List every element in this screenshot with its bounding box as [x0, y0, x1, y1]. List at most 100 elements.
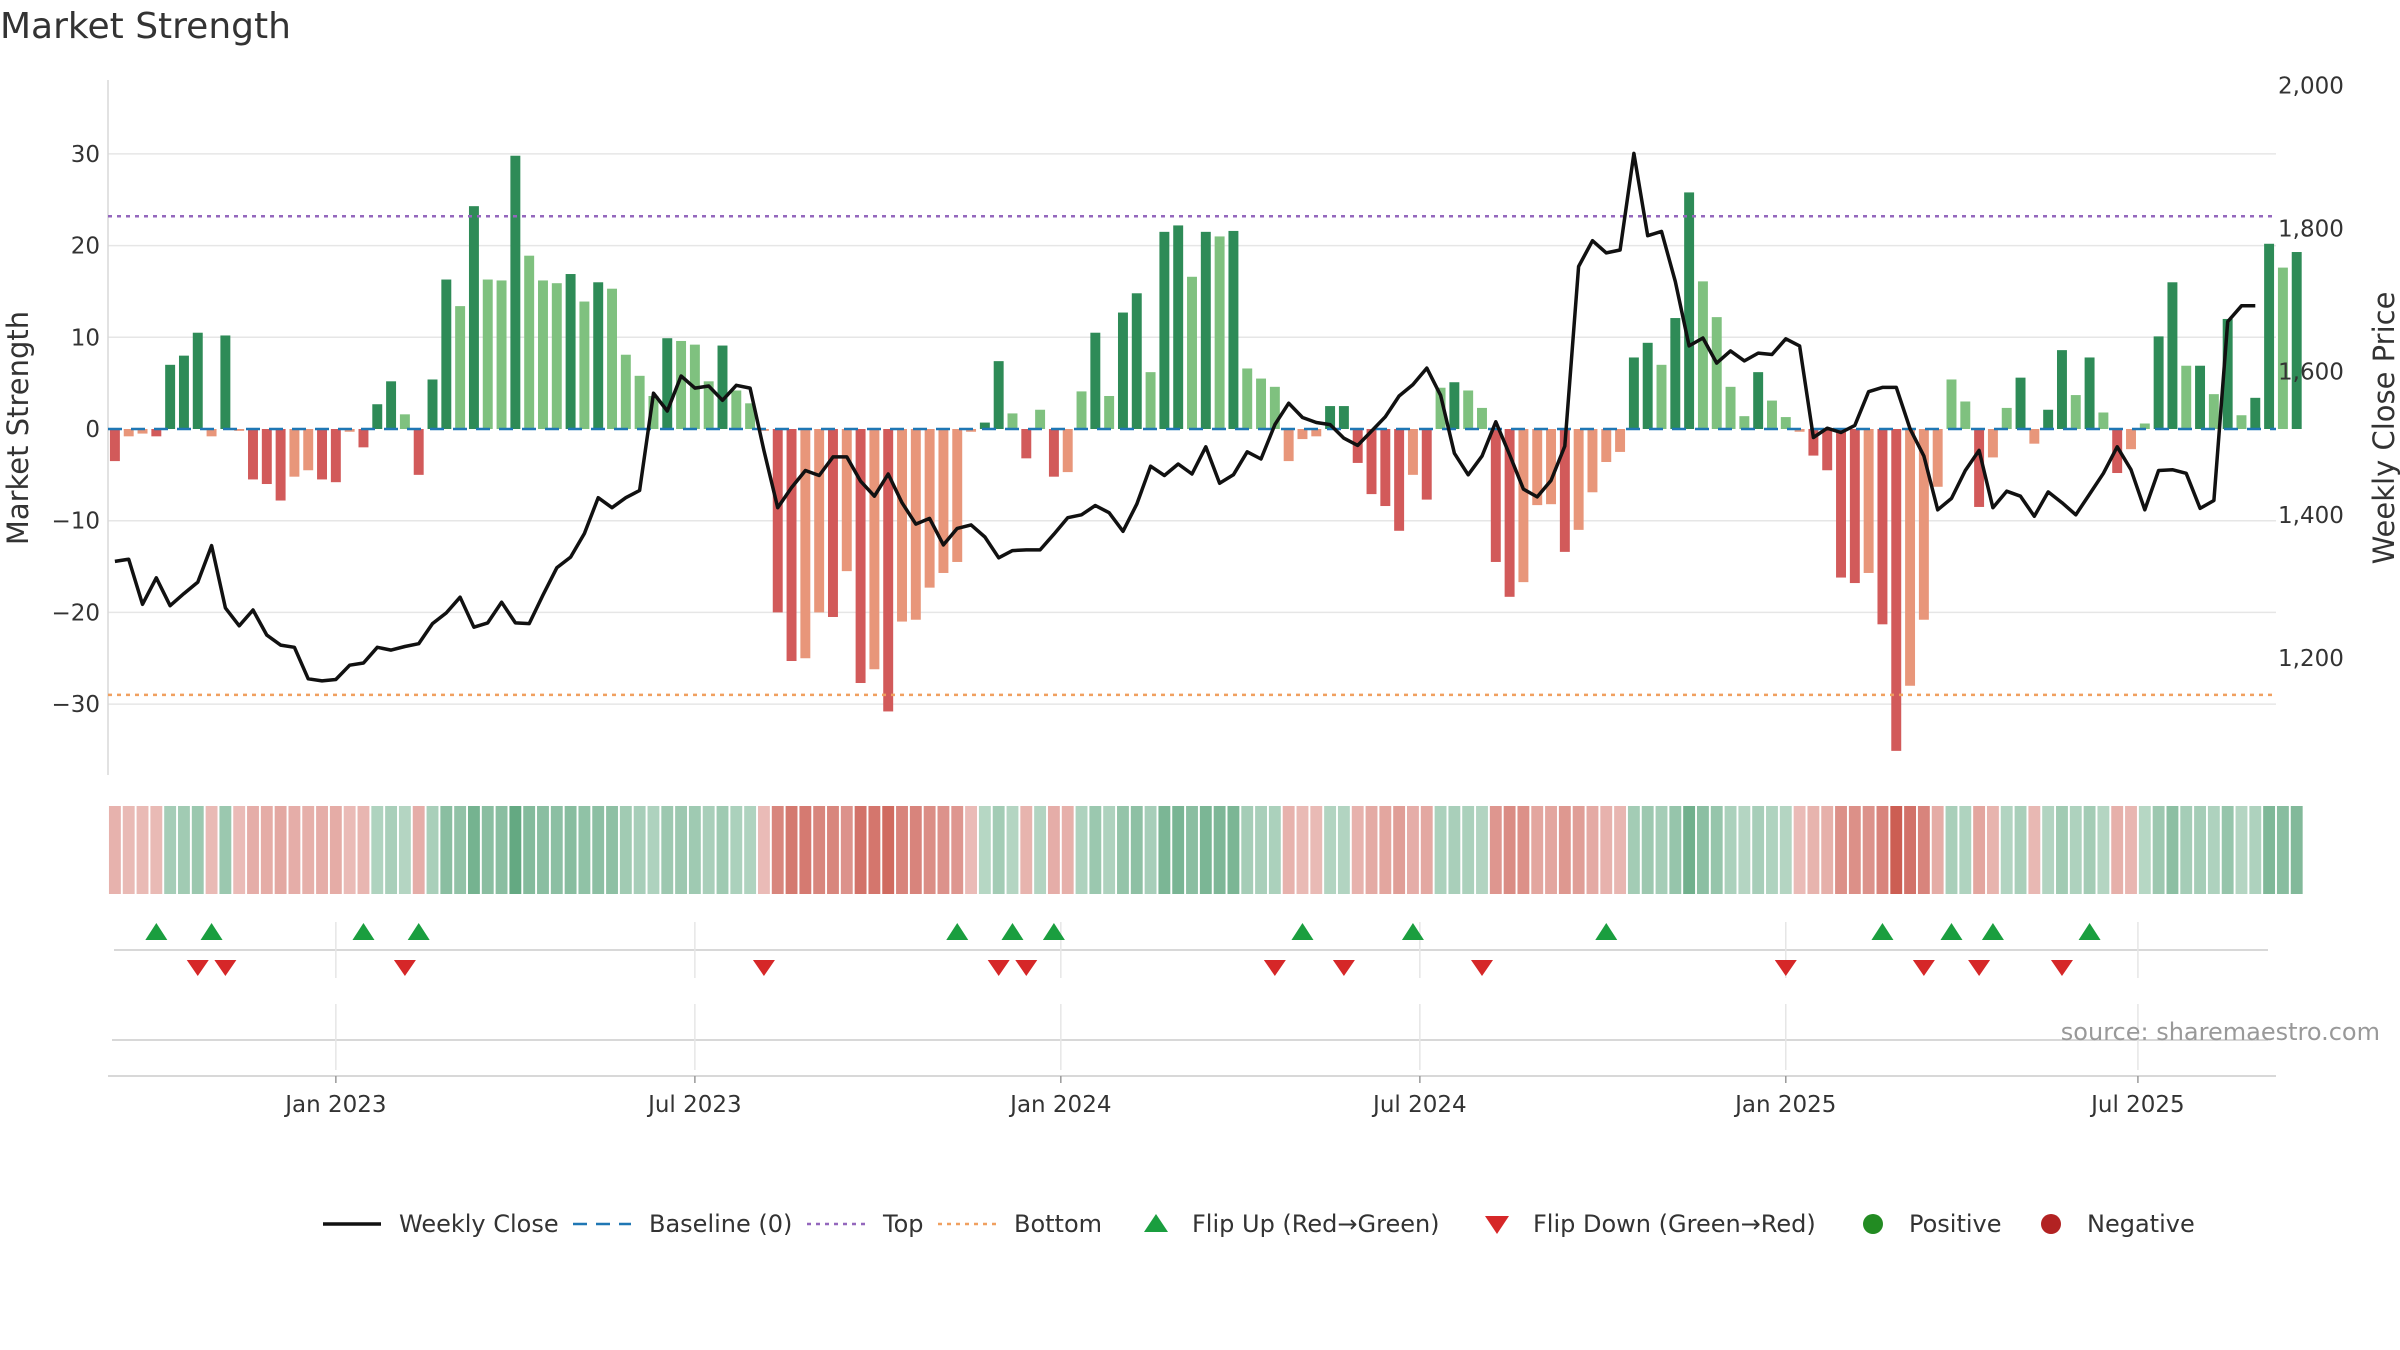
- strength-bar: [1117, 312, 1128, 429]
- heat-cell: [2207, 806, 2220, 894]
- heat-cell: [827, 806, 839, 894]
- heat-cell: [343, 806, 356, 894]
- heat-cell: [1172, 806, 1185, 894]
- strength-bar: [1711, 317, 1722, 429]
- strength-bar: [1836, 429, 1846, 578]
- y-axis-label: Market Strength: [1, 311, 35, 545]
- heat-cell: [1420, 806, 1433, 894]
- y2-tick-label: 2,000: [2278, 73, 2344, 99]
- heat-cell: [2221, 806, 2234, 894]
- strength-bar: [496, 280, 507, 429]
- strength-bar: [123, 429, 134, 437]
- heat-cell: [1973, 806, 1986, 894]
- strength-bar: [1518, 429, 1529, 583]
- strength-bar: [551, 283, 562, 429]
- heat-cell: [675, 806, 688, 894]
- strength-bar: [1753, 372, 1764, 429]
- heat-cell: [2290, 806, 2303, 894]
- heat-cell: [1324, 806, 1337, 894]
- heat-cell: [440, 806, 453, 894]
- flip-up-marker: [200, 923, 223, 940]
- strength-bar: [220, 335, 231, 429]
- strength-bar: [1187, 276, 1197, 429]
- strength-bar: [1297, 429, 1308, 440]
- x-tick-label: Jul 2025: [2089, 1092, 2185, 1118]
- strength-bar: [2098, 412, 2109, 429]
- strength-bar: [565, 274, 576, 429]
- strength-bar: [1767, 400, 1777, 429]
- heat-cell: [523, 806, 536, 894]
- heat-cell: [882, 806, 895, 894]
- strength-bar: [1407, 429, 1418, 475]
- axis-ticks: 30 20 10 0 −10 −20 −30 2,000 1,800 1,600 1,400 1,20…: [51, 73, 2343, 718]
- heat-cell: [550, 806, 563, 894]
- heat-cell: [2056, 806, 2068, 894]
- heat-cell: [1379, 806, 1392, 894]
- heat-cell: [813, 806, 826, 894]
- strength-bar: [648, 395, 659, 429]
- strength-bar: [1325, 406, 1336, 429]
- strength-bar: [1449, 382, 1460, 429]
- heat-cell: [2152, 806, 2165, 894]
- strength-bar: [1794, 429, 1805, 432]
- heat-cell: [1130, 806, 1143, 894]
- legend-swatch: [1144, 1214, 1168, 1232]
- strength-bar: [2056, 350, 2067, 429]
- strength-bar: [151, 429, 162, 437]
- heat-cell: [1034, 806, 1047, 894]
- flip-down-marker: [1774, 960, 1797, 976]
- heat-cell: [274, 806, 287, 894]
- heat-cell: [1724, 806, 1737, 894]
- legend-swatch: [2041, 1214, 2061, 1234]
- strength-bar: [1808, 429, 1819, 456]
- heat-cell: [2194, 806, 2206, 894]
- heat-cell: [1434, 806, 1447, 894]
- heat-cell: [288, 806, 301, 894]
- strength-bar: [634, 375, 645, 429]
- strength-bar: [952, 429, 963, 562]
- strength-bar: [275, 429, 286, 501]
- heat-cell: [1351, 806, 1364, 894]
- strength-bar: [1628, 357, 1639, 429]
- strength-bar: [344, 429, 355, 432]
- strength-bar: [993, 361, 1004, 429]
- legend: Weekly Close Baseline (0) Top Bottom Flip Up…: [323, 1210, 2195, 1238]
- strength-bar: [1987, 429, 1998, 458]
- strength-bar: [1739, 416, 1750, 429]
- strength-bar: [1394, 429, 1405, 531]
- heat-cell: [2069, 806, 2082, 894]
- flip-down-marker: [1015, 960, 1038, 976]
- flip-up-marker: [2078, 923, 2101, 940]
- strength-bar: [745, 403, 756, 429]
- strength-bar: [372, 404, 383, 429]
- heat-cell: [1213, 806, 1226, 894]
- legend-item-negative: Negative: [2041, 1210, 2195, 1238]
- strength-bar: [1615, 429, 1626, 452]
- heat-cell: [965, 806, 977, 894]
- reference-lines: [108, 215, 2276, 697]
- heat-cell: [371, 806, 384, 894]
- heat-cell: [1752, 806, 1765, 894]
- flip-up-marker: [1595, 923, 1618, 940]
- strength-bar: [1642, 342, 1653, 429]
- strength-bar: [579, 301, 590, 429]
- strength-bar: [1822, 429, 1833, 471]
- heat-cell: [1876, 806, 1889, 894]
- strength-bar: [303, 429, 314, 471]
- strength-bar: [772, 429, 783, 613]
- heat-cell: [1821, 806, 1834, 894]
- strength-bar: [1256, 378, 1267, 429]
- heat-cell: [1558, 806, 1571, 894]
- heat-cell: [896, 806, 908, 894]
- heat-cell: [992, 806, 1005, 894]
- flip-up-marker: [352, 923, 375, 940]
- legend-label: Top: [882, 1210, 924, 1238]
- heat-cell: [150, 806, 163, 894]
- heat-cell: [1586, 806, 1599, 894]
- strength-bar: [2167, 282, 2178, 429]
- strength-bar: [1090, 332, 1101, 429]
- heat-cell: [1462, 806, 1475, 894]
- strength-bar: [165, 364, 176, 429]
- heat-cell: [385, 806, 398, 894]
- strength-bar: [786, 429, 797, 662]
